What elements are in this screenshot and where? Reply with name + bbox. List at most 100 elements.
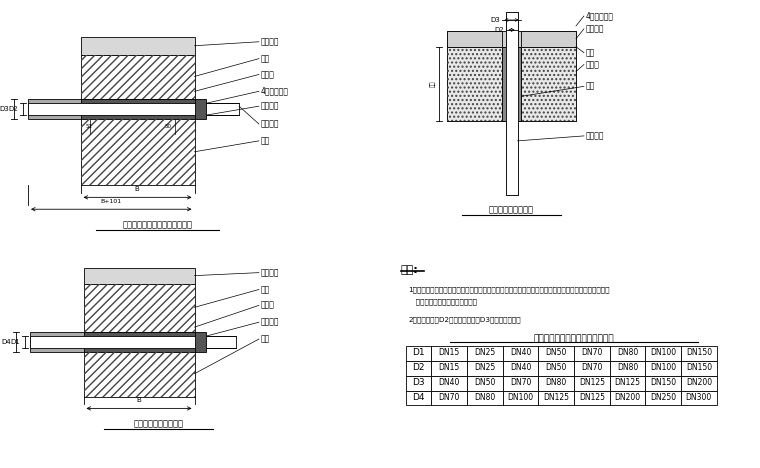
Bar xyxy=(610,361,645,376)
Text: 燃气管道: 燃气管道 xyxy=(586,132,604,140)
Bar xyxy=(538,361,574,376)
Bar xyxy=(574,346,610,361)
Text: D1: D1 xyxy=(412,348,425,358)
Bar xyxy=(406,376,432,391)
Text: D2: D2 xyxy=(494,27,504,33)
Text: DN100: DN100 xyxy=(650,363,676,372)
Bar xyxy=(538,376,574,391)
Bar xyxy=(610,376,645,391)
Text: 油膜麻丝: 油膜麻丝 xyxy=(261,102,280,110)
Text: DN70: DN70 xyxy=(581,348,603,358)
Text: DN150: DN150 xyxy=(686,363,712,372)
Bar xyxy=(467,391,502,405)
Bar xyxy=(467,361,502,376)
Text: 51: 51 xyxy=(86,124,93,130)
Bar xyxy=(81,55,195,99)
Bar xyxy=(574,376,610,391)
Bar xyxy=(502,376,538,391)
Bar xyxy=(681,391,717,405)
Text: 燃气管道: 燃气管道 xyxy=(261,318,280,327)
Text: 说明:: 说明: xyxy=(401,265,418,275)
Text: DN15: DN15 xyxy=(439,348,460,358)
Text: 板厚: 板厚 xyxy=(429,80,435,87)
Text: DN80: DN80 xyxy=(546,378,567,387)
Bar xyxy=(521,47,576,121)
Bar xyxy=(432,391,467,405)
Text: DN80: DN80 xyxy=(474,393,496,402)
Text: 室内燃气管套管规格（公称直径）: 室内燃气管套管规格（公称直径） xyxy=(534,334,614,343)
Text: 面板: 面板 xyxy=(586,48,595,57)
Bar xyxy=(447,31,502,47)
Text: DN125: DN125 xyxy=(615,378,641,387)
Text: DN25: DN25 xyxy=(474,363,496,372)
Bar xyxy=(447,47,576,121)
Text: D1: D1 xyxy=(11,339,20,345)
Text: 燃气管穿楼板的做法: 燃气管穿楼板的做法 xyxy=(489,206,534,215)
Bar xyxy=(84,284,195,332)
Text: B: B xyxy=(137,397,141,403)
Text: 水泥砂浆: 水泥砂浆 xyxy=(261,37,280,46)
Text: DN150: DN150 xyxy=(650,378,676,387)
Text: DN50: DN50 xyxy=(546,363,567,372)
Bar xyxy=(467,346,502,361)
Bar xyxy=(432,346,467,361)
Bar xyxy=(195,99,207,119)
Bar xyxy=(447,31,576,47)
Bar xyxy=(645,376,681,391)
Text: D4: D4 xyxy=(2,339,11,345)
Bar xyxy=(195,332,207,352)
Bar xyxy=(681,361,717,376)
Text: B+101: B+101 xyxy=(101,199,122,204)
Text: 2．管束重量由D2应按计算确定，D3应按相应调整。: 2．管束重量由D2应按计算确定，D3应按相应调整。 xyxy=(409,316,521,323)
Bar xyxy=(681,376,717,391)
Bar xyxy=(645,391,681,405)
Text: 燃气管穿隔断墙的做法: 燃气管穿隔断墙的做法 xyxy=(134,420,184,429)
Text: 50: 50 xyxy=(165,124,172,130)
Text: 混凝土: 混凝土 xyxy=(586,60,600,69)
Bar xyxy=(521,31,576,47)
Bar xyxy=(502,391,538,405)
Text: 4分套管堵严: 4分套管堵严 xyxy=(586,12,614,21)
Bar xyxy=(406,391,432,405)
Text: DN100: DN100 xyxy=(508,393,534,402)
Text: DN150: DN150 xyxy=(686,348,712,358)
Text: DN250: DN250 xyxy=(650,393,676,402)
Text: DN15: DN15 xyxy=(439,363,460,372)
Text: 面板: 面板 xyxy=(261,285,270,294)
Bar xyxy=(406,346,432,361)
Bar xyxy=(30,336,236,348)
Bar xyxy=(432,361,467,376)
Text: 一定间隙，并用沥青油麻堵严。: 一定间隙，并用沥青油麻堵严。 xyxy=(409,299,477,305)
Bar xyxy=(447,47,502,121)
Bar xyxy=(84,352,195,396)
Text: 混凝土: 混凝土 xyxy=(261,70,275,79)
Text: DN80: DN80 xyxy=(617,363,638,372)
Bar xyxy=(574,391,610,405)
Bar xyxy=(81,37,195,55)
Text: 燃气管道: 燃气管道 xyxy=(261,119,280,129)
Text: 1．本图若用于高层建筑时，燃气管在穿基础墙处其上端与套管断肩处以橡胶垫最大洗簿分准，两侧保留: 1．本图若用于高层建筑时，燃气管在穿基础墙处其上端与套管断肩处以橡胶垫最大洗簿分… xyxy=(409,286,610,293)
Bar xyxy=(30,332,84,352)
Bar xyxy=(467,376,502,391)
Text: DN125: DN125 xyxy=(579,378,605,387)
Text: D3: D3 xyxy=(412,378,425,387)
Text: DN70: DN70 xyxy=(510,378,531,387)
Text: 面板: 面板 xyxy=(261,54,270,63)
Bar xyxy=(81,55,195,99)
Text: DN100: DN100 xyxy=(650,348,676,358)
Bar xyxy=(84,284,195,332)
Bar xyxy=(447,47,576,121)
Bar xyxy=(538,346,574,361)
Bar xyxy=(502,47,521,121)
Text: 基体: 基体 xyxy=(261,136,270,146)
Text: 水泥砂浆: 水泥砂浆 xyxy=(586,24,604,33)
Bar xyxy=(432,376,467,391)
Text: DN125: DN125 xyxy=(579,393,605,402)
Bar xyxy=(645,361,681,376)
Bar xyxy=(505,12,518,195)
Text: B: B xyxy=(135,186,139,192)
Text: DN50: DN50 xyxy=(546,348,567,358)
Bar xyxy=(645,346,681,361)
Text: DN50: DN50 xyxy=(474,378,496,387)
Bar xyxy=(574,361,610,376)
